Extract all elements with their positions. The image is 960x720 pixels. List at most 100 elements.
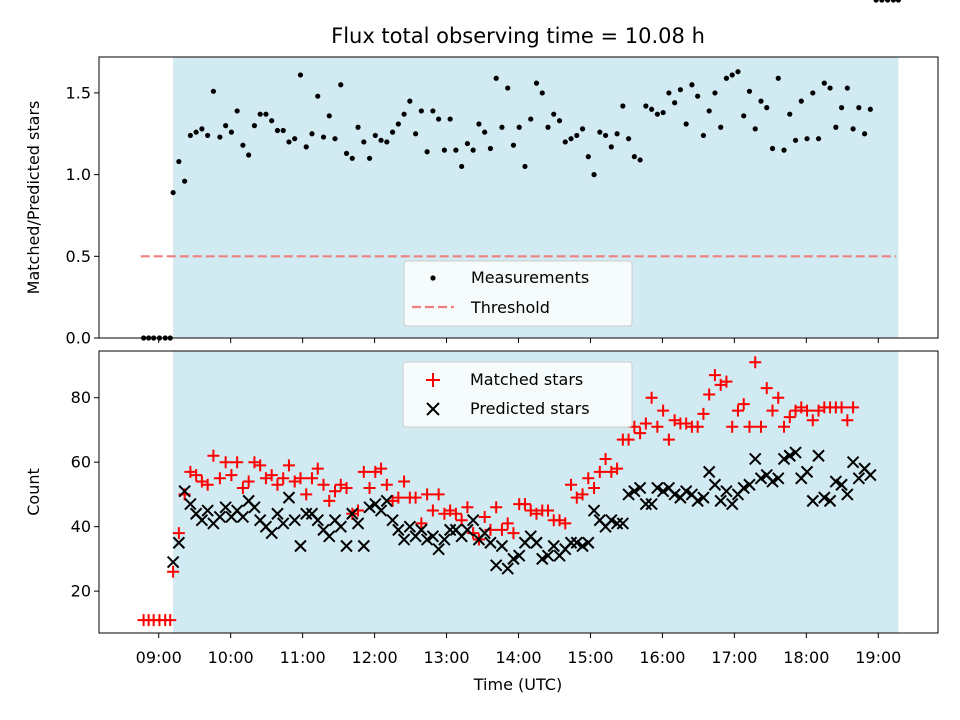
predicted-stars-point	[201, 504, 214, 517]
predicted-stars-point	[323, 530, 336, 543]
measurement-point	[539, 90, 545, 96]
measurement-point	[430, 108, 436, 114]
measurement-point	[228, 129, 234, 135]
measurement-point	[522, 163, 528, 170]
top-legend: Measurements Threshold	[403, 260, 633, 327]
predicted-stars-point	[311, 513, 324, 527]
measurement-point	[246, 152, 252, 158]
matched-stars-point	[172, 527, 185, 540]
measurement-point	[568, 136, 574, 142]
matched-stars-point	[311, 462, 324, 475]
matched-stars-point	[760, 382, 773, 395]
measurement-point	[827, 85, 833, 91]
predicted-stars-point	[276, 517, 290, 530]
predicted-stars-point	[737, 481, 750, 495]
predicted-stars-point	[248, 501, 261, 514]
predicted-stars-point	[172, 536, 186, 549]
predicted-stars-point	[697, 491, 710, 504]
measurement-point	[752, 126, 758, 132]
measurement-point	[326, 113, 332, 119]
predicted-stars-point	[282, 491, 296, 504]
predicted-stars-point	[363, 501, 376, 514]
x-tick-label: 10:00	[208, 648, 254, 667]
predicted-stars-point	[265, 526, 278, 540]
predicted-stars-point	[541, 549, 555, 562]
matched-stars-point	[743, 420, 756, 433]
measurement-point	[895, 0, 902, 3]
predicted-stars-point	[702, 465, 716, 479]
predicted-stars-point	[374, 504, 388, 517]
predicted-stars-point	[800, 465, 814, 479]
measurement-point	[176, 158, 182, 165]
predicted-stars-point	[530, 536, 543, 549]
predicted-stars-point	[708, 478, 722, 491]
measurement-point	[695, 93, 701, 99]
matched-stars-point	[213, 472, 226, 485]
matched-stars-point	[565, 478, 578, 491]
measurement-point	[620, 103, 626, 109]
measurement-point	[343, 150, 350, 156]
measurement-point	[447, 116, 453, 122]
predicted-stars-point	[461, 523, 474, 537]
measurement-point	[608, 144, 614, 150]
matched-stars-point	[409, 491, 422, 504]
predicted-stars-point	[679, 484, 693, 498]
measurement-point	[424, 149, 430, 155]
measurement-point	[890, 0, 896, 3]
matched-stars-point	[329, 485, 342, 498]
measurement-point	[453, 147, 459, 153]
matched-stars-point	[691, 420, 704, 433]
matched-stars-point	[484, 523, 497, 536]
legend-matched-label: Matched stars	[470, 370, 583, 389]
legend-measurements-marker	[430, 275, 436, 281]
predicted-stars-point	[564, 536, 578, 549]
measurement-point	[741, 113, 747, 119]
measurement-point	[545, 124, 551, 130]
predicted-stars-point	[587, 504, 601, 517]
matched-stars-point	[634, 427, 647, 440]
predicted-stars-point	[835, 478, 848, 491]
top-legend-box	[403, 260, 633, 327]
measurement-point	[372, 132, 378, 139]
matched-stars-point	[415, 517, 428, 530]
predicted-stars-point	[818, 491, 831, 504]
predicted-stars-point	[829, 475, 843, 488]
matched-stars-point	[242, 475, 255, 488]
measurement-point	[378, 137, 384, 143]
measurement-point	[223, 123, 229, 129]
measurement-point	[781, 147, 787, 153]
matched-stars-point	[455, 514, 468, 527]
measurement-point	[251, 123, 258, 129]
measurement-point	[320, 134, 327, 140]
predicted-stars-point	[166, 555, 180, 569]
matched-stars-point	[731, 404, 744, 417]
matched-stars-point	[357, 465, 370, 478]
measurement-point	[579, 126, 586, 132]
matched-stars-point	[265, 469, 278, 482]
measurement-point	[804, 136, 810, 142]
measurement-point	[407, 98, 413, 104]
predicted-stars-point	[536, 552, 549, 566]
measurement-point	[562, 139, 568, 145]
measurement-point	[297, 72, 304, 78]
matched-stars-point	[398, 475, 411, 488]
measurement-point	[332, 136, 338, 142]
bottom-x-ticks: 09:00 10:00 11:00 12:00 13:00 14:00 15:00 16:00…	[136, 633, 901, 667]
matched-stars-point	[501, 517, 514, 530]
predicted-stars-point	[754, 472, 768, 485]
measurement-point	[441, 147, 447, 153]
predicted-stars-point	[415, 523, 428, 537]
x-tick-label: 16:00	[639, 648, 685, 667]
matched-stars-point	[783, 411, 796, 424]
matched-stars-point	[754, 420, 767, 433]
matched-stars-point	[317, 478, 330, 491]
top-x-ticks	[158, 338, 879, 343]
matched-stars-point	[772, 391, 785, 404]
predicted-stars-point	[392, 523, 405, 537]
measurement-point	[533, 80, 540, 86]
predicted-stars-point	[346, 507, 359, 520]
measurement-point	[401, 111, 407, 117]
legend-matched-marker	[426, 373, 440, 387]
measurement-point	[585, 154, 591, 160]
